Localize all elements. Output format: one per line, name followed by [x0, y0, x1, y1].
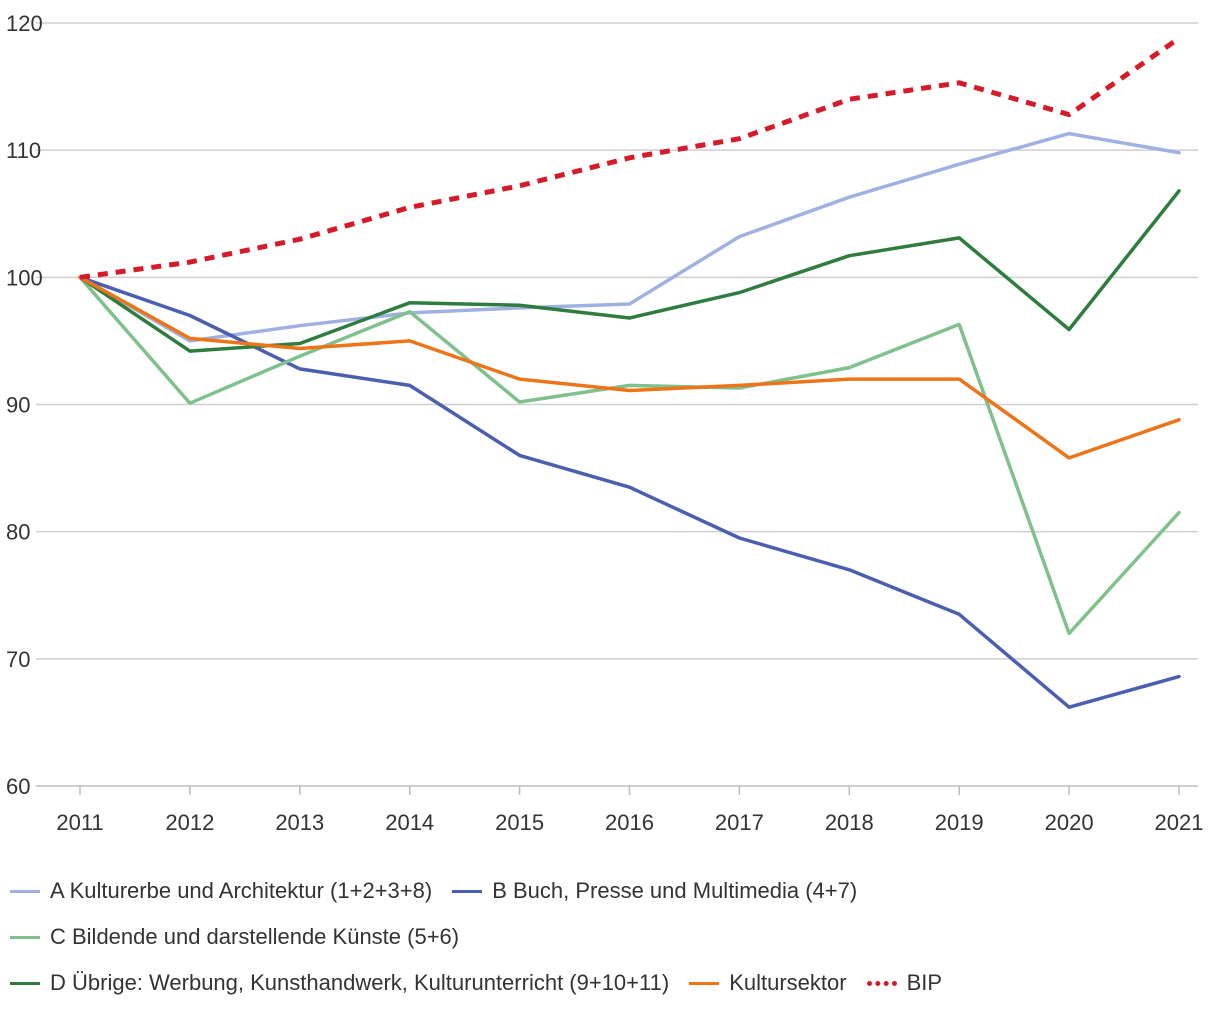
y-tick-label: 120	[6, 11, 43, 36]
y-axis-tick-labels: 60 70 80 90 100 110 120	[6, 11, 43, 799]
x-axis: 2011 2012 2013 2014 2015 2016 2017 2018 2019 2020…	[36, 785, 1204, 835]
legend-label: C Bildende und darstellende Künste (5+6)	[50, 924, 460, 949]
legend-item: A Kulturerbe und Architektur (1+2+3+8)	[10, 878, 432, 904]
series-line-2	[78, 275, 1181, 709]
legend-swatch	[452, 889, 483, 893]
legend-row: C Bildende und darstellende Künste (5+6)	[10, 914, 1210, 960]
series-line-6	[79, 36, 1181, 280]
series-line-5	[78, 275, 1181, 460]
legend-item: Kultursektor	[689, 970, 847, 996]
x-tick-label: 2017	[715, 810, 764, 835]
series-lines	[78, 36, 1181, 709]
x-tick-label: 2020	[1045, 810, 1094, 835]
legend-item: D Übrige: Werbung, Kunsthandwerk, Kultur…	[10, 970, 669, 996]
legend-label: BIP	[906, 970, 943, 995]
x-tick-label: 2016	[605, 810, 654, 835]
y-tick-label: 80	[6, 520, 30, 545]
x-tick-label: 2013	[275, 810, 324, 835]
legend-swatch	[689, 981, 720, 985]
legend-label: A Kulturerbe und Architektur (1+2+3+8)	[50, 878, 433, 903]
x-tick-label: 2012	[165, 810, 214, 835]
series-line-3	[78, 275, 1181, 636]
x-tick-label: 2019	[935, 810, 984, 835]
y-tick-label: 70	[6, 647, 30, 672]
y-tick-label: 100	[6, 265, 43, 290]
legend-swatch	[866, 980, 897, 986]
y-tick-label: 110	[6, 138, 41, 163]
legend-label: D Übrige: Werbung, Kunsthandwerk, Kultur…	[50, 970, 670, 995]
legend-item: B Buch, Presse und Multimedia (4+7)	[452, 878, 857, 904]
legend-row: D Übrige: Werbung, Kunsthandwerk, Kultur…	[10, 960, 1210, 1006]
x-tick-label: 2011	[56, 810, 103, 835]
legend-swatch	[10, 889, 40, 893]
series-line-1	[78, 131, 1181, 343]
x-tick-label: 2014	[385, 810, 434, 835]
legend-swatch	[10, 981, 40, 985]
legend-item: BIP	[866, 970, 943, 996]
legend-label: B Buch, Presse und Multimedia (4+7)	[492, 878, 858, 903]
series-line-4	[78, 189, 1181, 353]
legend-row: A Kulturerbe und Architektur (1+2+3+8) B …	[10, 868, 1210, 914]
legend-item: C Bildende und darstellende Künste (5+6)	[10, 924, 459, 950]
legend-swatch	[10, 935, 40, 939]
y-tick-label: 90	[6, 393, 30, 418]
x-tick-label: 2021	[1155, 810, 1204, 835]
x-tick-label: 2018	[825, 810, 874, 835]
legend-label: Kultursektor	[729, 970, 847, 995]
x-tick-label: 2015	[495, 810, 544, 835]
legend: A Kulturerbe und Architektur (1+2+3+8) B …	[10, 868, 1210, 1006]
gridlines	[36, 22, 1198, 660]
y-tick-label: 60	[6, 774, 30, 799]
